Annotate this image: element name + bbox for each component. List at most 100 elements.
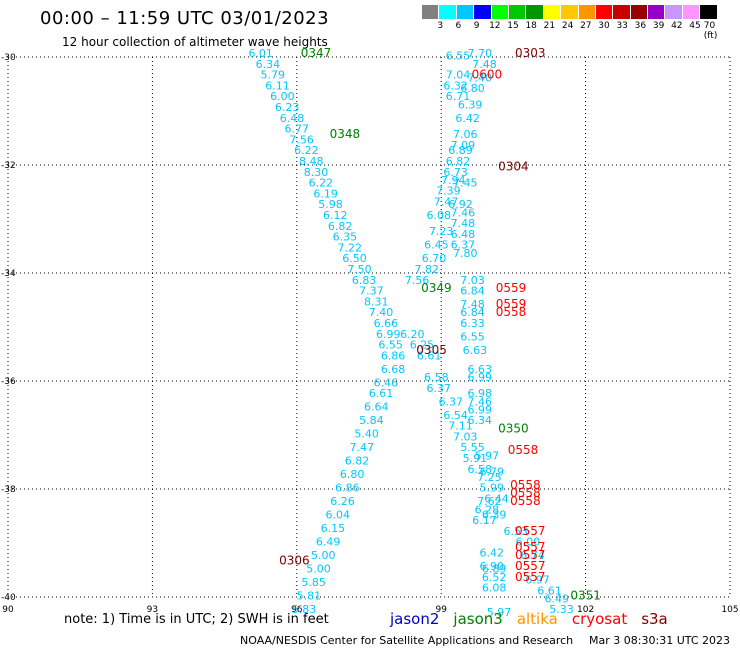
wave-height-label: 6.71 xyxy=(446,90,471,103)
pass-time-label: 0558 xyxy=(496,305,527,319)
pass-time-label: 0558 xyxy=(510,486,541,500)
pass-time-label: 0350 xyxy=(498,421,529,435)
wave-height-label: 6.00 xyxy=(516,536,541,549)
wave-height-label: 5.55 xyxy=(460,441,485,454)
pass-time-label: 0559 xyxy=(496,297,527,311)
color-swatch xyxy=(422,5,440,19)
color-scale-label: 21 xyxy=(543,21,556,31)
wave-height-label: 6.25 xyxy=(410,339,435,352)
pass-time-label: 0600 xyxy=(472,68,503,82)
wave-height-label: 6.34 xyxy=(256,58,281,71)
wave-height-label: 6.82 xyxy=(345,455,370,468)
footer-timestamp: Mar 3 08:30:31 UTC 2023 xyxy=(589,634,730,647)
wave-height-label: 6.99 xyxy=(376,328,401,341)
pass-time-label: 0348 xyxy=(330,127,361,141)
wave-height-label: 6.55 xyxy=(460,331,485,344)
y-tick-label: -36 xyxy=(1,377,16,387)
wave-height-label: 6.45 xyxy=(424,239,449,252)
wave-height-label: 6.26 xyxy=(330,495,355,508)
wave-height-label: 6.52 xyxy=(482,571,507,584)
wave-height-label: 6.86 xyxy=(335,482,360,495)
wave-height-label: 6.63 xyxy=(467,363,492,376)
color-scale-label: 30 xyxy=(598,21,610,31)
wave-height-label: 7.70 xyxy=(467,47,492,60)
wave-height-label: 6.42 xyxy=(479,547,504,560)
wave-height-label: 6.37 xyxy=(439,395,464,408)
color-swatch xyxy=(526,5,544,19)
wave-height-label: 6.32 xyxy=(443,79,468,92)
color-scale-label: 6 xyxy=(455,21,462,31)
x-tick-label: 102 xyxy=(577,605,594,615)
color-swatch xyxy=(648,5,666,19)
wave-height-label: 6.58 xyxy=(424,371,449,384)
wave-height-label: 7.46 xyxy=(467,395,492,408)
chart-title: 00:00 – 11:59 UTC 03/01/2023 xyxy=(40,8,330,29)
color-scale-label: 24 xyxy=(561,21,574,31)
wave-height-label: 6.33 xyxy=(460,317,485,330)
color-scale-label: 15 xyxy=(507,21,519,31)
wave-height-label: 6.37 xyxy=(451,239,476,252)
wave-height-label: 6.98 xyxy=(467,387,492,400)
wave-height-label: 6.89 xyxy=(448,144,473,157)
wave-height-label: 7.56 xyxy=(289,133,314,146)
wave-height-label: 6.46 xyxy=(374,376,399,389)
color-swatch xyxy=(665,5,683,19)
wave-height-label: 6.77 xyxy=(285,123,310,136)
color-scale-label: 36 xyxy=(634,21,647,31)
wave-height-label: 5.81 xyxy=(297,590,322,603)
color-swatch xyxy=(613,5,631,19)
wave-height-label: 6.22 xyxy=(309,177,334,190)
color-scale-label: 42 xyxy=(671,21,683,31)
wave-height-label: 7.56 xyxy=(405,274,430,287)
wave-height-label: 7.80 xyxy=(453,247,478,260)
wave-height-label: 6.86 xyxy=(381,349,406,362)
wave-height-label: 6.61 xyxy=(537,584,562,597)
wave-height-label: 6.68 xyxy=(381,363,406,376)
pass-time-label: 0347 xyxy=(301,46,332,60)
wave-height-label: 6.84 xyxy=(460,306,485,319)
pass-time-label: 0305 xyxy=(416,343,447,357)
color-swatch xyxy=(595,5,614,19)
x-tick-label: 96 xyxy=(291,605,303,615)
wave-height-label: 7.06 xyxy=(453,128,478,141)
wave-height-label: 6.80 xyxy=(340,468,365,481)
wave-height-label: 6.08 xyxy=(482,582,507,595)
wave-height-label: 6.48 xyxy=(280,112,305,125)
color-swatch xyxy=(543,5,562,19)
wave-height-label: 7.46 xyxy=(451,206,476,219)
wave-height-label: 6.63 xyxy=(463,344,488,357)
wave-height-label: 5.97 xyxy=(475,449,500,462)
color-scale-bar xyxy=(422,5,718,19)
color-swatch xyxy=(682,5,701,19)
wave-height-label: 5.33 xyxy=(549,603,574,616)
color-scale-label: 9 xyxy=(473,21,480,31)
color-scale-label: 45 xyxy=(689,21,701,31)
wave-height-label: 6.49 xyxy=(544,592,569,605)
wave-height-label: 7.48 xyxy=(472,58,497,71)
color-swatch xyxy=(456,5,475,19)
wave-height-label: 7.39 xyxy=(436,185,461,198)
wave-height-label: 6.12 xyxy=(323,209,348,222)
wave-height-label: 7.47 xyxy=(434,196,459,209)
wave-height-label: 6.82 xyxy=(328,220,353,233)
y-tick-label: -32 xyxy=(1,161,16,171)
wave-height-label: 6.74 xyxy=(520,549,545,562)
wave-height-label: 6.48 xyxy=(451,228,476,241)
color-scale-label: 33 xyxy=(616,21,628,31)
wave-height-label: 6.84 xyxy=(460,285,485,298)
wave-height-label: 6.99 xyxy=(467,371,492,384)
color-scale-labels: 3 6 9 12 15 18 21 24 27 30 33 36 39 42 45 70 (ft) xyxy=(422,21,732,41)
wave-height-label: 7.23 xyxy=(429,225,454,238)
color-swatch xyxy=(439,5,457,19)
wave-height-label: 6.70 xyxy=(422,252,447,265)
satellite-legend: jason2 jason3 altika cryosat s3a xyxy=(390,610,668,628)
wave-height-label: 5.40 xyxy=(354,428,379,441)
wave-height-label: 6.11 xyxy=(265,79,290,92)
wave-height-label: 7.03 xyxy=(460,274,485,287)
wave-height-label: 6.89 xyxy=(482,563,507,576)
wave-height-label: 6.15 xyxy=(321,522,346,535)
wave-height-label: 6.64 xyxy=(364,401,389,414)
wave-height-label: 6.79 xyxy=(479,466,504,479)
y-tick-label: -30 xyxy=(1,53,16,63)
wave-height-label: 6.80 xyxy=(460,82,485,95)
